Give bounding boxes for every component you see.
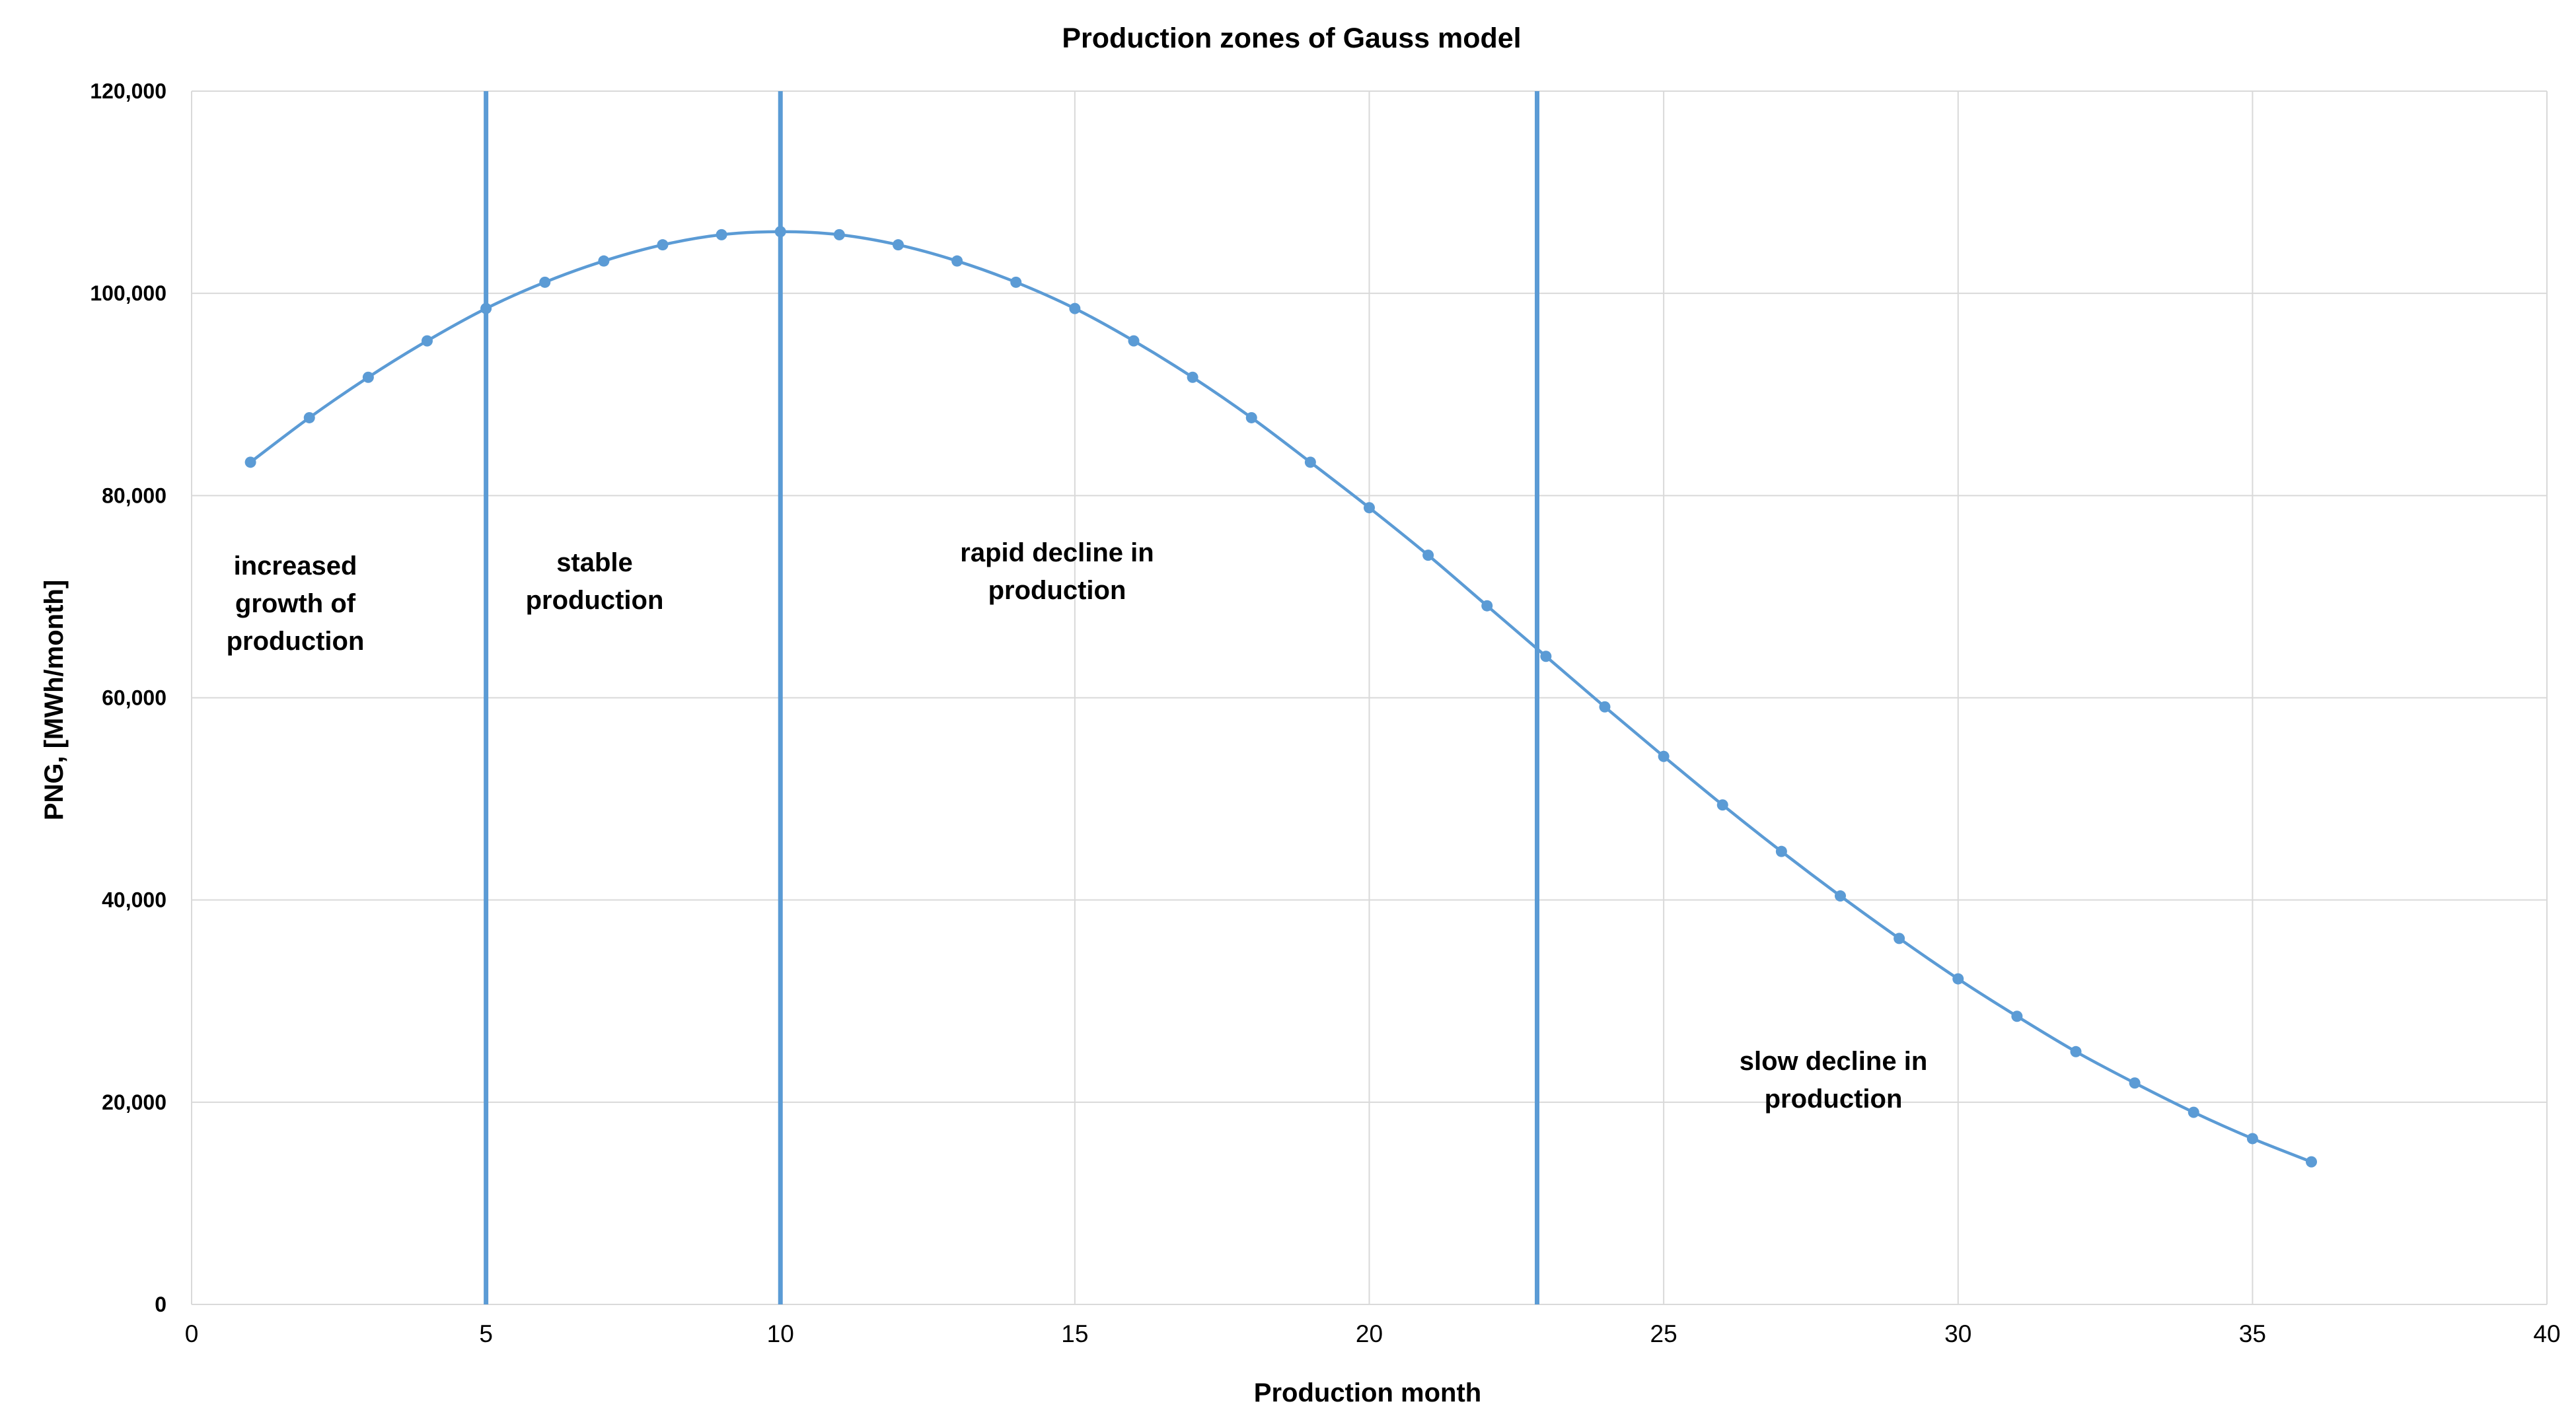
y-tick-label: 20,000: [102, 1090, 166, 1114]
data-point: [1952, 973, 1964, 985]
data-point: [1128, 335, 1140, 347]
data-point: [1422, 550, 1434, 561]
data-point: [2188, 1106, 2199, 1118]
y-axis-title: PNG, [MWh/month]: [40, 580, 69, 820]
zone-label-line: production: [526, 586, 664, 615]
zone-labels: increased growth of production stable produc…: [227, 538, 1928, 1114]
data-point: [244, 456, 256, 468]
series-line: [249, 230, 2312, 1164]
x-tick-label: 35: [2239, 1320, 2266, 1347]
data-point: [1894, 933, 1905, 944]
data-point: [893, 239, 904, 251]
x-tick-label: 15: [1061, 1320, 1088, 1347]
data-point: [951, 255, 963, 267]
data-point: [1187, 371, 1198, 383]
y-tick-label: 60,000: [102, 686, 166, 710]
data-point: [1364, 502, 1375, 514]
data-point: [2246, 1133, 2258, 1145]
data-point: [1540, 651, 1552, 662]
data-point: [539, 276, 551, 288]
zone-label: slow decline in production: [1740, 1047, 1928, 1114]
data-point: [1775, 845, 1787, 857]
x-tick-label: 10: [767, 1320, 794, 1347]
data-point: [422, 335, 433, 347]
zone-label-line: production: [227, 627, 365, 656]
x-tick-label: 40: [2533, 1320, 2560, 1347]
y-tick-label: 120,000: [90, 79, 166, 103]
zone-label: rapid decline in production: [960, 538, 1154, 605]
x-axis-title: Production month: [1254, 1378, 1481, 1407]
data-point: [303, 411, 315, 423]
y-tick-label: 100,000: [90, 281, 166, 305]
data-point: [598, 255, 610, 267]
y-tick-label: 80,000: [102, 483, 166, 507]
data-point: [1716, 799, 1728, 811]
y-tick-label: 40,000: [102, 888, 166, 912]
zone-label: stable production: [526, 548, 664, 615]
data-point: [716, 229, 727, 240]
x-tick-label: 30: [1944, 1320, 1971, 1347]
x-tick-label: 0: [185, 1320, 199, 1347]
data-point: [2129, 1077, 2141, 1089]
data-point: [1481, 600, 1493, 612]
data-point: [2070, 1046, 2082, 1057]
zone-label-line: production: [1765, 1084, 1903, 1114]
data-point: [1010, 276, 1022, 288]
data-point: [1304, 456, 1316, 468]
chart-title: Production zones of Gauss model: [1062, 22, 1521, 54]
data-point: [2011, 1011, 2023, 1022]
zone-label-line: increased: [234, 551, 357, 581]
data-point: [1069, 302, 1081, 314]
data-point: [1599, 701, 1611, 713]
data-point: [362, 371, 374, 383]
zone-label-line: slow decline in: [1740, 1047, 1928, 1076]
data-point: [833, 229, 845, 240]
x-tick-label: 25: [1650, 1320, 1677, 1347]
data-point: [774, 226, 786, 238]
data-point: [657, 239, 669, 251]
tick-labels: 0 20,000 40,000 60,000 80,000 100,000 120,000 0…: [90, 79, 2560, 1347]
y-tick-label: 0: [155, 1293, 166, 1316]
zone-boundary-lines: [484, 91, 1540, 1304]
zone-label-line: rapid decline in: [960, 538, 1154, 567]
zone-label-line: production: [988, 576, 1126, 605]
data-point: [480, 302, 492, 314]
zone-label: increased growth of production: [227, 551, 365, 656]
data-point: [1245, 411, 1257, 423]
x-tick-label: 5: [479, 1320, 493, 1347]
zone-label-line: stable: [556, 548, 633, 577]
x-tick-label: 20: [1356, 1320, 1383, 1347]
data-point: [1658, 750, 1670, 762]
gridlines: [191, 90, 2548, 1305]
data-point: [1835, 890, 1846, 902]
series: [244, 226, 2317, 1168]
zone-label-line: growth of: [235, 589, 356, 618]
data-point: [2306, 1156, 2317, 1168]
